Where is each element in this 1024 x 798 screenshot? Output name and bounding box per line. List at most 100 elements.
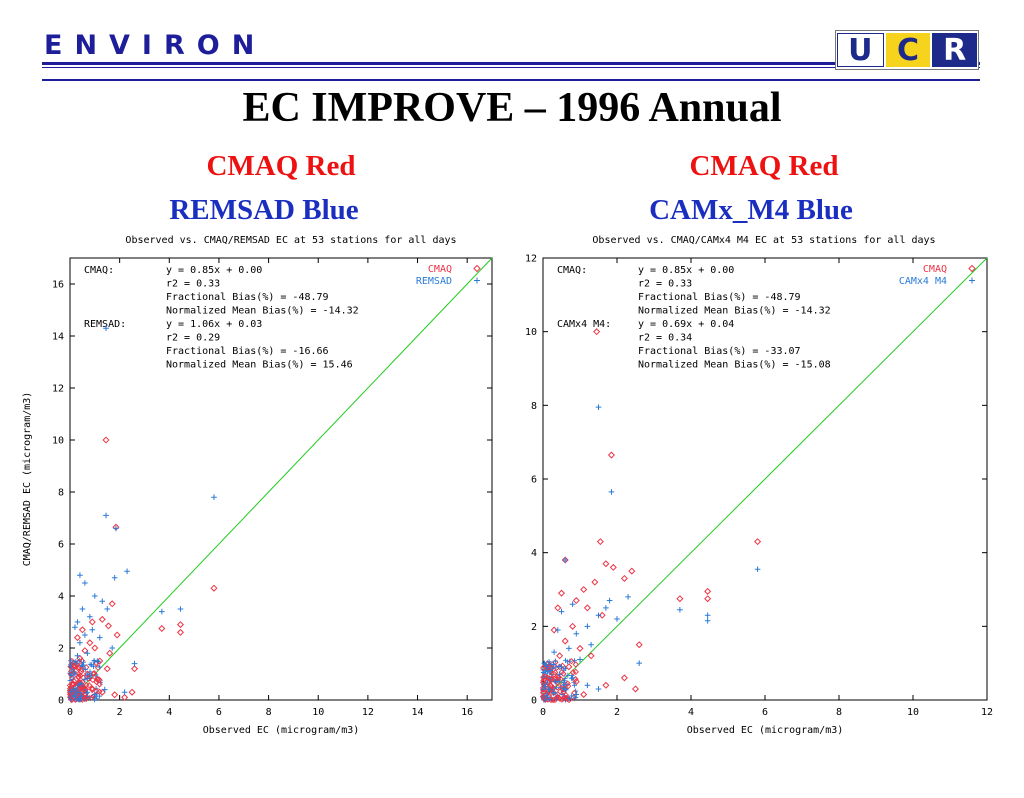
chart2-stats-line: r2 = 0.33 [638, 279, 692, 290]
chart1-y-axis-label: CMAQ/REMSAD EC (microgram/m3) [22, 392, 33, 567]
chart1-stats-line: Fractional Bias(%) = -16.66 [166, 346, 329, 357]
chart2-cluster-point [546, 675, 553, 682]
chart2-cluster-point [571, 682, 577, 688]
chart1-cmaq-point [88, 686, 96, 694]
chart1-cmaq-point [81, 691, 89, 699]
chart2-model-point [558, 664, 565, 670]
chart1-model-point [159, 608, 165, 615]
chart1-x-tick-label: 2 [117, 707, 123, 718]
chart1-cmaq-point [108, 600, 116, 608]
chart1-cluster-point [91, 670, 98, 677]
chart2-cluster-point [549, 661, 556, 668]
chart2-cluster-point [564, 680, 571, 687]
chart1-cmaq-point [102, 436, 110, 444]
chart2-cluster-point [559, 662, 566, 669]
chart1-model-point [74, 653, 81, 659]
chart2-stats-line: Fractional Bias(%) = -48.79 [638, 292, 801, 303]
chart1-stats-line: Fractional Bias(%) = -48.79 [166, 292, 329, 303]
chart1-model-point [74, 689, 81, 695]
chart1-cmaq-point [77, 667, 85, 675]
chart2-cluster-point [554, 693, 562, 701]
chart1-cluster-point [70, 678, 78, 685]
chart1-title: Observed vs. CMAQ/REMSAD EC at 53 statio… [125, 235, 456, 246]
ucr-logo-u: U [837, 33, 884, 68]
chart2-model-point [556, 671, 563, 678]
chart1-model-point [84, 689, 91, 695]
chart1-y-tick-label: 14 [52, 332, 64, 343]
chart2-cmaq-point [596, 538, 604, 546]
chart1-model-point [96, 634, 103, 641]
chart2-y-tick-label: 10 [525, 327, 537, 338]
chart2-model-point [566, 645, 572, 652]
chart1-model-point [79, 606, 86, 612]
chart2-model-point [677, 606, 683, 613]
chart1-plot-frame [69, 257, 493, 701]
chart2-cmaq-point [554, 604, 562, 612]
chart1-stats-line: r2 = 0.33 [166, 279, 220, 290]
chart1-cmaq-point [96, 657, 104, 665]
chart1-model-point [103, 325, 109, 331]
chart2-cmaq-point [557, 589, 566, 597]
chart2-model-point [754, 566, 761, 573]
chart2-cmaq-point [631, 685, 640, 693]
chart2-stats-line: Normalized Mean Bias(%) = -14.32 [638, 306, 831, 317]
chart1-cluster-point [87, 661, 93, 667]
chart2-cluster-point [569, 669, 577, 676]
chart2-model-point [562, 686, 568, 692]
chart2-cluster-point [566, 695, 572, 701]
chart1-cmaq-point [78, 683, 86, 691]
chart1-y-tick-label: 12 [52, 384, 64, 395]
chart2-cluster-point [540, 674, 547, 681]
chart1-cluster-point [96, 676, 103, 684]
chart2-cluster-point [565, 672, 571, 678]
chart1-cmaq-point [86, 639, 94, 647]
chart1-model-point [74, 619, 81, 625]
chart2-x-axis-label: Observed EC (microgram/m3) [687, 725, 844, 736]
chart2-cluster-point [572, 661, 579, 668]
chart1-y-tick-label: 10 [52, 436, 64, 447]
chart1-y-tick-label: 16 [52, 280, 64, 291]
chart1-model-point [99, 598, 106, 604]
chart2-y-tick-label: 2 [531, 622, 537, 633]
chart2-model-point [551, 649, 557, 655]
chart1-model-point [109, 645, 115, 651]
chart2-model-point [555, 627, 561, 633]
chart1-legend-label-2: REMSAD [416, 276, 452, 287]
chart1-cmaq-point [76, 654, 84, 662]
chart1-cluster-point [68, 696, 75, 704]
chart2-model-point [569, 675, 576, 681]
chart2-cluster-point [541, 661, 547, 667]
chart1-cluster-point [91, 697, 97, 703]
chart2-one-to-one-line [542, 257, 988, 701]
chart2-x-tick-label: 10 [907, 707, 919, 718]
chart2-model-point [569, 601, 576, 608]
chart1-stats-label-2: REMSAD: [84, 319, 126, 330]
chart1-cmaq-point [103, 665, 111, 673]
chart2-model-point [553, 678, 559, 685]
chart2-model-point [636, 660, 642, 666]
chart1-cmaq-point [131, 665, 139, 673]
chart1-cmaq-point [121, 693, 129, 701]
chart1-y-tick-label: 8 [58, 488, 64, 499]
chart2-cluster-point [545, 687, 552, 694]
header-rule-thin [42, 67, 980, 68]
chart2-y-tick-label: 12 [525, 254, 537, 265]
chart1-cmaq-point [83, 670, 91, 678]
chart1-cmaq-point [81, 647, 89, 655]
chart2-cmaq-point [546, 681, 554, 689]
chart1-cluster-point [77, 684, 84, 691]
chart1-model-point [92, 593, 98, 599]
chart2-model-point [704, 612, 711, 619]
chart1-cluster-point [82, 666, 88, 672]
chart1-cmaq-point [93, 675, 101, 683]
chart2-model-point [584, 623, 591, 630]
chart1-model-point [79, 663, 86, 669]
chart2-stats-label-2: CAMx4 M4: [557, 319, 611, 330]
chart1-model-point [113, 525, 119, 532]
chart2-model-point [595, 404, 602, 410]
chart2-x-tick-label: 12 [981, 707, 993, 718]
chart1-model-point [87, 614, 93, 620]
left-subtitle-line1: CMAQ Red [206, 150, 356, 182]
chart2-cluster-point [540, 664, 547, 672]
chart2-cluster-point [562, 691, 569, 699]
